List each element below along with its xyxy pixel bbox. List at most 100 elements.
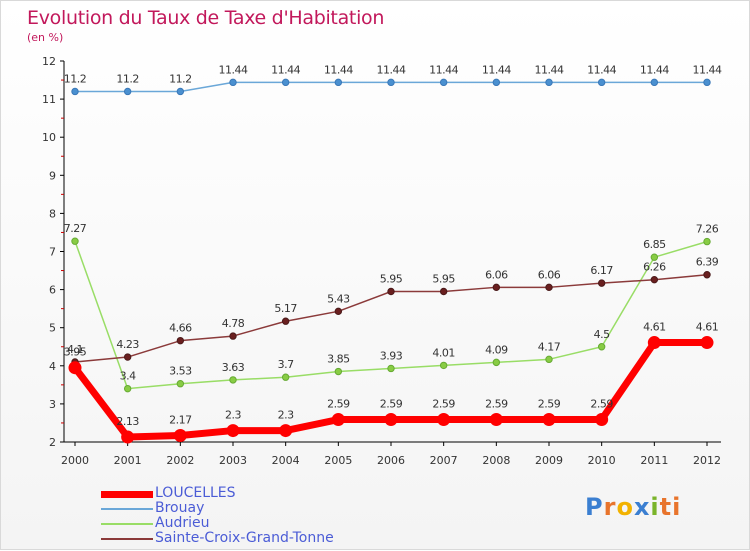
data-point <box>176 380 185 388</box>
data-point <box>123 384 132 393</box>
data-label: 11.44 <box>429 63 458 76</box>
data-label: 4.1 <box>67 343 83 356</box>
data-label: 3.7 <box>278 358 294 371</box>
data-point <box>281 78 290 87</box>
data-point <box>229 78 237 87</box>
data-label: 6.26 <box>643 261 666 274</box>
data-point <box>439 78 448 87</box>
x-tick-label: 2005 <box>324 454 352 467</box>
logo-letter: i <box>650 493 660 521</box>
data-label: 4.61 <box>696 321 719 334</box>
x-tick-label: 2004 <box>272 454 300 467</box>
data-point <box>173 429 187 443</box>
data-point <box>229 332 237 340</box>
data-label: 11.44 <box>640 63 669 76</box>
data-label: 5.95 <box>380 273 403 286</box>
data-label: 2.59 <box>380 398 403 411</box>
legend-label: Audrieu <box>155 515 210 531</box>
data-label: 2.3 <box>225 409 241 422</box>
data-label: 11.44 <box>377 63 406 76</box>
data-label: 3.63 <box>222 361 245 374</box>
chart-title: Evolution du Taux de Taxe d'Habitation <box>27 7 385 29</box>
data-label: 11.44 <box>693 63 722 76</box>
data-label: 3.85 <box>327 353 350 366</box>
x-tick-label: 2007 <box>430 454 458 467</box>
logo-letter: i <box>672 493 682 521</box>
y-tick-label: 6 <box>49 284 56 297</box>
legend-swatch <box>101 538 153 540</box>
x-tick-label: 2000 <box>61 454 89 467</box>
data-label: 6.39 <box>696 256 719 269</box>
data-label: 7.27 <box>64 222 87 235</box>
data-label: 4.66 <box>169 322 192 335</box>
data-label: 2.3 <box>278 409 294 422</box>
legend-swatch <box>101 490 153 498</box>
logo-letter: t <box>659 493 673 521</box>
data-label: 2.59 <box>485 398 508 411</box>
data-point <box>387 364 395 373</box>
data-label: 4.5 <box>594 328 610 341</box>
x-tick-label: 2009 <box>535 454 563 467</box>
data-point <box>334 307 343 316</box>
x-tick-label: 2002 <box>166 454 194 467</box>
logo-letter: x <box>633 493 651 521</box>
data-point <box>281 373 290 381</box>
data-label: 2.13 <box>116 415 139 428</box>
data-point <box>700 336 714 350</box>
data-point <box>123 353 132 361</box>
logo-letter: r <box>603 493 617 521</box>
data-point <box>387 78 395 87</box>
data-label: 2.59 <box>538 398 561 411</box>
data-point <box>71 237 79 245</box>
data-label: 5.95 <box>432 273 455 286</box>
data-point <box>384 413 398 427</box>
data-point <box>703 237 711 246</box>
data-point <box>71 87 79 96</box>
data-label: 11.44 <box>324 63 353 76</box>
data-label: 11.44 <box>587 63 616 76</box>
data-label: 5.43 <box>327 292 350 305</box>
data-point <box>650 275 659 284</box>
data-point <box>121 430 135 444</box>
data-label: 11.2 <box>64 72 87 85</box>
data-label: 11.44 <box>482 63 511 76</box>
data-label: 3.93 <box>380 349 403 362</box>
legend-label: Brouay <box>155 500 205 516</box>
data-label: 11.2 <box>116 72 139 85</box>
data-point <box>176 336 185 345</box>
data-point <box>545 283 553 292</box>
data-point <box>439 361 448 370</box>
data-label: 5.17 <box>274 302 297 315</box>
x-tick-label: 2010 <box>588 454 616 467</box>
data-label: 2.59 <box>432 398 455 411</box>
data-point <box>489 413 503 427</box>
data-point <box>597 279 606 287</box>
legend-item-sainte-croix-grand-tonne: Sainte-Croix-Grand-Tonne <box>101 530 421 547</box>
data-point <box>647 336 661 350</box>
legend-label: LOUCELLES <box>155 485 236 501</box>
data-label: 11.2 <box>169 72 192 85</box>
data-label: 11.44 <box>219 63 248 76</box>
x-tick-label: 2008 <box>482 454 510 467</box>
data-point <box>597 343 606 351</box>
x-tick-label: 2006 <box>377 454 405 467</box>
data-point <box>650 253 659 261</box>
proxiti-logo: Proxiti <box>585 493 681 521</box>
y-tick-label: 9 <box>49 169 56 182</box>
x-tick-label: 2003 <box>219 454 247 467</box>
logo-letter: o <box>616 493 634 521</box>
data-label: 4.09 <box>485 343 508 356</box>
legend-swatch <box>101 523 153 525</box>
data-point <box>492 78 501 87</box>
legend-item-audrieu: Audrieu <box>101 515 421 532</box>
data-label: 3.95 <box>64 346 87 359</box>
data-label: 6.06 <box>485 268 508 281</box>
data-point <box>176 87 185 96</box>
data-point <box>597 78 606 87</box>
x-tick-label: 2001 <box>114 454 142 467</box>
data-point <box>281 317 290 325</box>
data-label: 3.53 <box>169 365 192 378</box>
y-tick-label: 3 <box>49 398 56 411</box>
data-label: 6.06 <box>538 268 561 281</box>
